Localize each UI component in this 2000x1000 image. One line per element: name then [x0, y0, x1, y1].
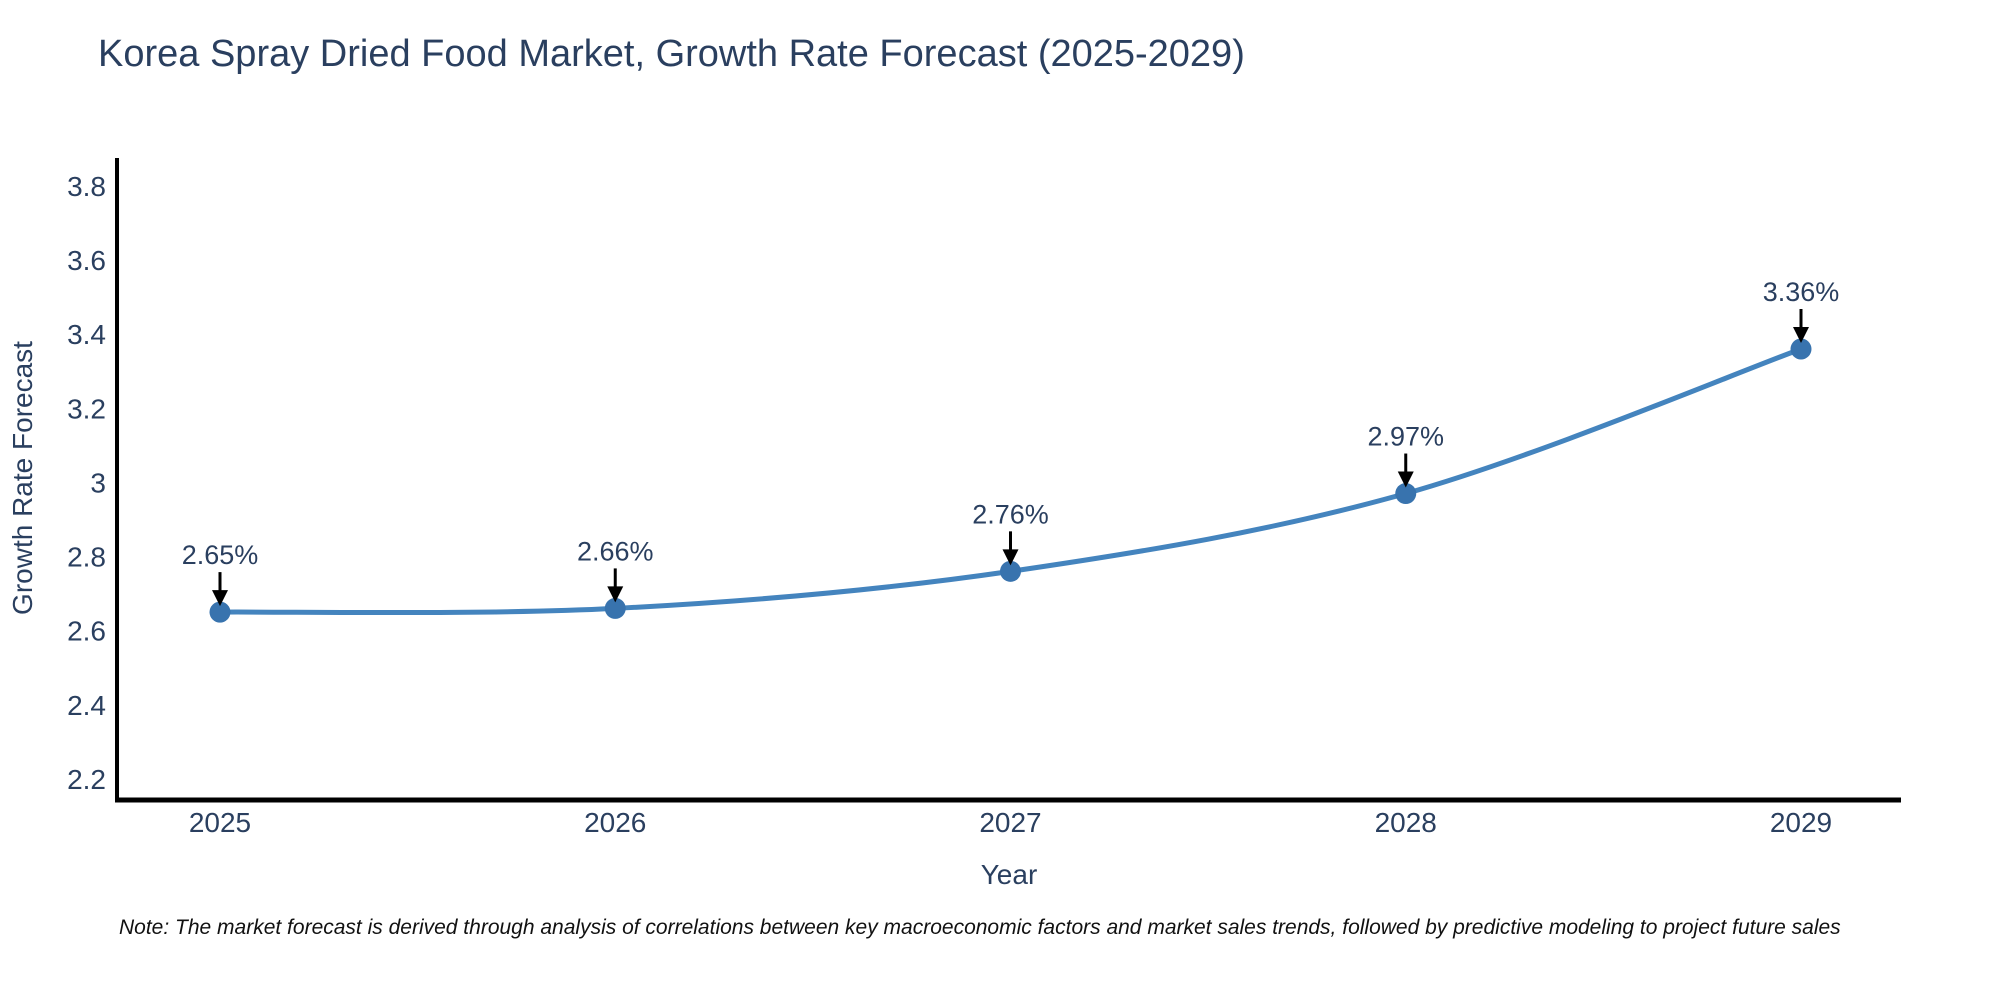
annotation-arrow-head — [212, 590, 228, 607]
y-tick-label: 3.8 — [67, 171, 106, 202]
x-axis-title: Year — [981, 859, 1038, 890]
footnote: Note: The market forecast is derived thr… — [119, 916, 1841, 939]
y-tick-label: 3.6 — [67, 245, 106, 276]
y-tick-label: 3.4 — [67, 319, 106, 350]
y-tick-label: 2.2 — [67, 764, 106, 795]
annotation-label: 2.65% — [182, 540, 259, 570]
data-point-marker — [209, 601, 231, 623]
plot-area: 2.2 2.4 2.6 2.8 3 3.2 3.4 3.6 3.8 2025 2026 2027 202… — [67, 171, 1839, 838]
annotation-label: 2.66% — [577, 536, 654, 566]
data-point-marker — [1395, 483, 1417, 505]
y-tick-label: 2.8 — [67, 542, 106, 573]
annotation-arrow-head — [1793, 326, 1809, 343]
x-tick-label: 2027 — [979, 807, 1041, 838]
chart-title: Korea Spray Dried Food Market, Growth Ra… — [98, 33, 1245, 75]
x-tick-label: 2028 — [1375, 807, 1437, 838]
y-tick-label: 2.4 — [67, 690, 106, 721]
y-tick-label: 2.6 — [67, 616, 106, 647]
annotation-label: 2.97% — [1367, 422, 1444, 452]
x-tick-label: 2029 — [1770, 807, 1832, 838]
annotation-arrow-head — [1002, 549, 1019, 566]
y-axis-title: Growth Rate Forecast — [7, 341, 38, 615]
data-point-marker — [1790, 338, 1812, 360]
y-tick-label: 3.2 — [67, 393, 106, 424]
data-point-marker — [604, 597, 626, 619]
annotation-label: 2.76% — [972, 499, 1049, 529]
y-tick-label: 3 — [90, 467, 106, 498]
annotation-arrow-head — [1397, 471, 1414, 488]
x-tick-label: 2025 — [189, 807, 251, 838]
annotation-arrow-head — [607, 586, 624, 603]
x-tick-label: 2026 — [584, 807, 646, 838]
annotation-label: 3.36% — [1763, 277, 1840, 307]
data-point-marker — [1000, 560, 1021, 582]
